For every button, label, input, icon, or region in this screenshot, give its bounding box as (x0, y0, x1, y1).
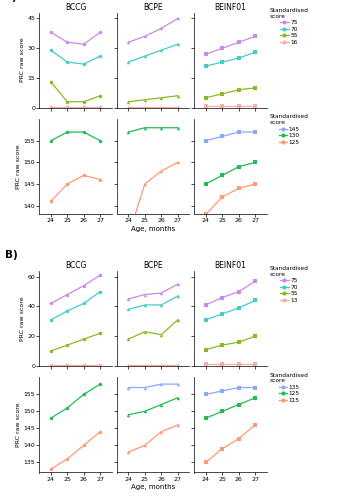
X-axis label: Age, months: Age, months (131, 226, 175, 232)
Text: B): B) (4, 250, 17, 260)
Title: BCCG: BCCG (65, 261, 86, 270)
Legend: 135, 125, 115: 135, 125, 115 (269, 372, 308, 403)
Title: BEINF01: BEINF01 (215, 261, 247, 270)
Y-axis label: PRC raw score: PRC raw score (16, 402, 21, 447)
Title: BCCG: BCCG (65, 2, 86, 12)
Legend: 75, 70, 55, 13: 75, 70, 55, 13 (269, 266, 308, 303)
Text: A): A) (4, 0, 17, 2)
X-axis label: Age, months: Age, months (131, 484, 175, 490)
Y-axis label: PRC raw score: PRC raw score (19, 296, 25, 341)
Y-axis label: PRC raw score: PRC raw score (19, 38, 25, 82)
Title: BCPE: BCPE (143, 2, 163, 12)
Title: BCPE: BCPE (143, 261, 163, 270)
Y-axis label: PRC raw score: PRC raw score (16, 144, 21, 189)
Legend: 145, 130, 125: 145, 130, 125 (269, 114, 308, 145)
Title: BEINF01: BEINF01 (215, 2, 247, 12)
Legend: 75, 70, 55, 16: 75, 70, 55, 16 (269, 8, 308, 44)
